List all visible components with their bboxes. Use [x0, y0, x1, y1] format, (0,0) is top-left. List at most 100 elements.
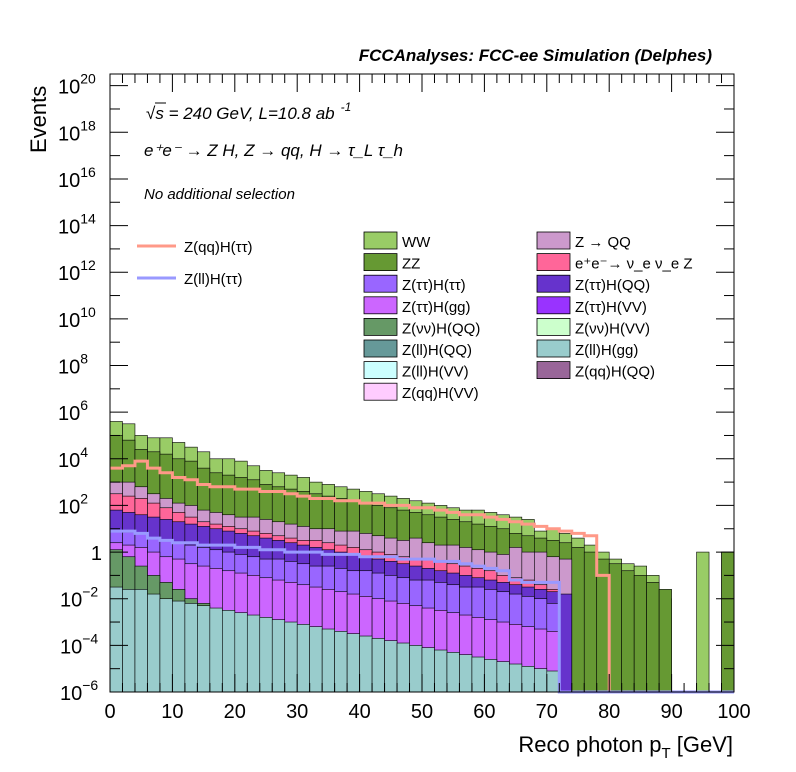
- bar-z-ll-h-gg--20: [359, 635, 373, 693]
- bar-z-ll-h-gg--7: [197, 605, 211, 693]
- legend-swatch: [363, 231, 398, 250]
- bar-z-ll-h-gg--12: [259, 617, 273, 693]
- annotations: √s = 240 GeV, L=10.8 ab -1 e⁺e⁻ → Z H, Z …: [144, 100, 403, 203]
- y-tick-label--4: 10−4: [60, 630, 98, 658]
- legend-swatch: [363, 253, 398, 272]
- bar-z-ll-h-gg--34: [534, 668, 548, 693]
- bar-z-ll-h-gg--18: [334, 631, 348, 693]
- bar-z-h-qq--36: [558, 593, 573, 693]
- bar-z-ll-h-gg--31: [496, 661, 510, 693]
- legend-swatch: [363, 274, 398, 293]
- y-tick-label-4: 104: [58, 444, 88, 472]
- legend-swatch: [363, 361, 398, 380]
- legend-swatch: [363, 382, 398, 401]
- bar-z-ll-h-gg--6: [184, 603, 198, 693]
- bar-z-ll-h-gg--2: [134, 589, 148, 693]
- x-axis-label: Reco photon pT [GeV]: [518, 732, 733, 762]
- legend-label: Z(ττ)H(gg): [402, 299, 471, 316]
- y-tick-label-8: 108: [58, 351, 88, 379]
- legend-swatch: [536, 274, 571, 293]
- bar-z-ll-h-gg--8: [209, 607, 223, 693]
- bar-zz-43: [646, 582, 660, 693]
- bar-z-ll-h-gg--24: [409, 645, 423, 693]
- legend-swatch: [363, 339, 398, 358]
- bar-zz-37: [571, 547, 585, 693]
- x-tick-label-0: 0: [104, 701, 115, 723]
- legend-swatch: [536, 339, 571, 358]
- bar-zz-38: [583, 551, 598, 693]
- selection-annotation: No additional selection: [144, 186, 295, 203]
- bar-z-ll-h-gg--1: [122, 589, 136, 693]
- legend-swatch: [536, 317, 571, 336]
- x-tick-label-70: 70: [536, 701, 558, 723]
- legend-label: Z(qq)H(QQ): [575, 364, 655, 381]
- y-tick-label--2: 10−2: [60, 584, 98, 612]
- legend: Z(qq)H(ττ) Z(ll)H(ττ) WW Z → QQ ZZ e⁺e⁻→ ν_e …: [137, 231, 693, 402]
- legend-label: Z(νν)H(VV): [575, 320, 650, 337]
- bar-z-ll-h-gg--22: [384, 640, 398, 693]
- bar-z-ll-h-gg--32: [509, 663, 523, 693]
- chart-title: FCCAnalyses: FCC-ee Simulation (Delphes): [359, 46, 713, 65]
- y-tick-label-12: 1012: [58, 257, 96, 285]
- legend-swatch: [536, 361, 571, 380]
- legend-swatch: [536, 231, 571, 250]
- legend-label: Z(qq)H(VV): [402, 385, 479, 402]
- y-tick-label-20: 1020: [58, 71, 96, 99]
- legend-label: Z → QQ: [575, 234, 631, 251]
- bar-z-ll-h-gg--14: [284, 621, 298, 693]
- legend-label: Z(ττ)H(ττ): [402, 277, 466, 294]
- bar-zz-42: [633, 575, 647, 693]
- bar-z-ll-h-gg--26: [434, 649, 448, 693]
- bar-z-ll-h-gg--10: [234, 612, 248, 693]
- y-tick-label-16: 1016: [58, 164, 96, 192]
- bar-z-ll-h-gg--3: [147, 593, 161, 693]
- bar-zz-40: [608, 563, 622, 693]
- legend-label: Z(ll)H(ττ): [184, 271, 243, 288]
- legend-swatch: [363, 296, 398, 315]
- legend-label: ZZ: [402, 256, 420, 273]
- bar-zz-39: [596, 558, 610, 693]
- legend-label: Z(ll)H(gg): [575, 342, 638, 359]
- bar-z-ll-h-gg--13: [271, 619, 286, 693]
- y-axis-label: Events: [26, 86, 51, 153]
- bar-z-ll-h-gg--15: [296, 624, 310, 693]
- legend-label: Z(νν)H(QQ): [402, 320, 480, 337]
- legend-label: Z(ττ)H(VV): [575, 299, 647, 316]
- bar-z-ll-h-gg--23: [396, 642, 410, 693]
- legend-label: Z(qq)H(ττ): [184, 239, 253, 256]
- bar-z-ll-h-gg--27: [446, 652, 460, 693]
- x-tick-label-30: 30: [286, 701, 308, 723]
- bar-z-ll-h-gg--28: [459, 654, 473, 693]
- bar-ww-47: [696, 551, 710, 693]
- bar-z-ll-h-gg--9: [222, 610, 236, 693]
- x-tick-label-80: 80: [598, 701, 620, 723]
- y-tick-label-14: 1014: [58, 211, 96, 239]
- x-tick-label-60: 60: [473, 701, 495, 723]
- energy-annotation: √s = 240 GeV, L=10.8 ab -1: [146, 100, 351, 123]
- bar-z-ll-h-gg--35: [546, 670, 560, 693]
- legend-swatch: [536, 296, 571, 315]
- legend-label: e⁺e⁻→ ν_e ν_e Z: [575, 256, 693, 273]
- bar-z-ll-h-gg--33: [521, 666, 535, 693]
- bar-z-ll-h-gg--0: [109, 586, 123, 693]
- bar-z-ll-h-gg--17: [321, 628, 335, 693]
- legend-label: Z(ll)H(QQ): [402, 342, 472, 359]
- x-tick-label-10: 10: [161, 701, 183, 723]
- bar-z-ll-h-gg--30: [484, 659, 498, 693]
- y-tick-label-2: 102: [58, 490, 88, 518]
- x-tick-label-50: 50: [411, 701, 433, 723]
- bar-z-ll-h-gg--5: [172, 600, 186, 693]
- legend-label: Z(ll)H(VV): [402, 364, 469, 381]
- bar-z-ll-h-gg--21: [371, 638, 385, 693]
- y-tick-label--6: 10−6: [60, 677, 98, 705]
- process-annotation: e⁺e⁻ → Z H, Z → qq, H → τ_L τ_h: [144, 141, 403, 160]
- y-tick-label-10: 1010: [58, 304, 96, 332]
- legend-label: WW: [402, 234, 431, 251]
- bar-zz-44: [658, 589, 672, 693]
- bar-z-ll-h-gg--29: [471, 656, 485, 693]
- x-tick-label-100: 100: [717, 701, 750, 723]
- signal-line-z-qq-h-: [110, 459, 734, 694]
- x-tick-label-90: 90: [660, 701, 682, 723]
- legend-swatch: [363, 317, 398, 336]
